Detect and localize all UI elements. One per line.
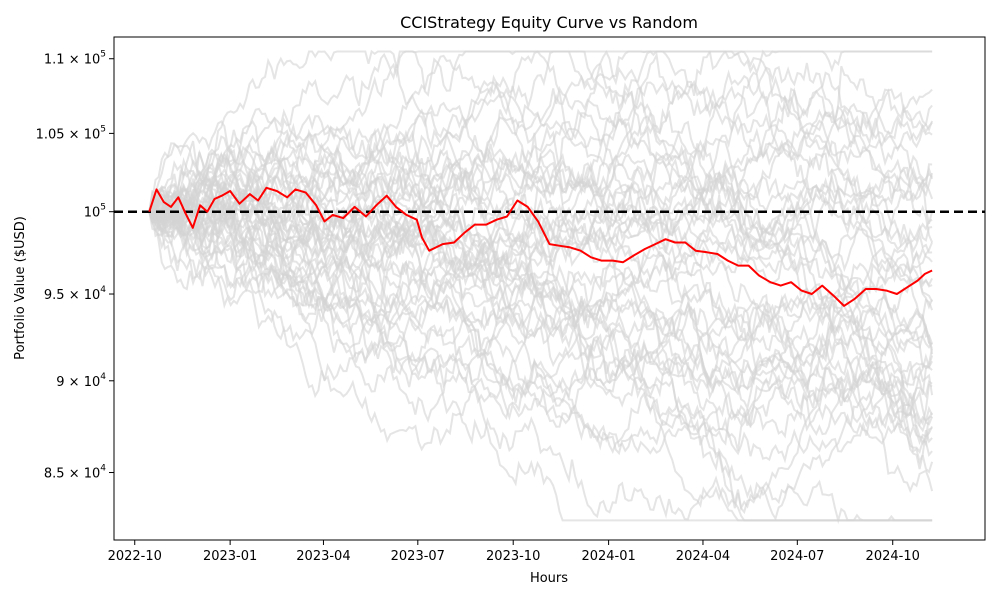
random-path: [148, 50, 934, 227]
y-tick-label: 105: [84, 203, 106, 221]
random-path: [148, 79, 933, 251]
x-tick-label: 2024-10: [866, 549, 920, 564]
chart-title: CCIStrategy Equity Curve vs Random: [400, 13, 698, 32]
random-path: [148, 199, 933, 464]
random-path: [148, 148, 933, 457]
x-tick-label: 2023-04: [296, 549, 350, 564]
y-tick-label: 1.05 × 105: [36, 124, 106, 142]
y-tick-label: 9 × 104: [56, 372, 106, 390]
random-path: [149, 196, 933, 405]
x-tick-label: 2023-10: [486, 549, 540, 564]
y-tick-label: 9.5 × 104: [44, 285, 106, 303]
y-axis-title: Portfolio Value ($USD): [13, 216, 28, 360]
x-axis-title: Hours: [530, 571, 568, 586]
strategy-line-layer: [148, 186, 933, 307]
random-path: [148, 62, 933, 226]
random-path: [148, 177, 934, 386]
plot-frame: [113, 36, 986, 541]
random-path: [148, 80, 933, 244]
x-tick-label: 2023-01: [203, 549, 257, 564]
random-path: [148, 211, 933, 522]
random-path: [148, 211, 934, 424]
random-paths-layer: [148, 49, 934, 525]
x-tick-label: 2024-04: [676, 549, 730, 564]
y-tick-label: 8.5 × 104: [44, 464, 106, 482]
x-axis-ticks: 2022-10 2023-01 2023-04 2023-07 2023-10 2024-…: [108, 540, 920, 564]
x-tick-label: 2024-07: [770, 549, 824, 564]
x-tick-label: 2022-10: [108, 549, 162, 564]
strategy-equity-line: [148, 186, 933, 307]
random-path: [148, 108, 934, 268]
x-tick-label: 2024-01: [581, 549, 635, 564]
y-axis-ticks: 8.5 × 104 9 × 104 9.5 × 104 105 1.05 × 105 1.…: [36, 50, 114, 482]
random-path: [148, 88, 933, 274]
y-tick-label: 1.1 × 105: [44, 50, 106, 68]
x-tick-label: 2023-07: [391, 549, 445, 564]
